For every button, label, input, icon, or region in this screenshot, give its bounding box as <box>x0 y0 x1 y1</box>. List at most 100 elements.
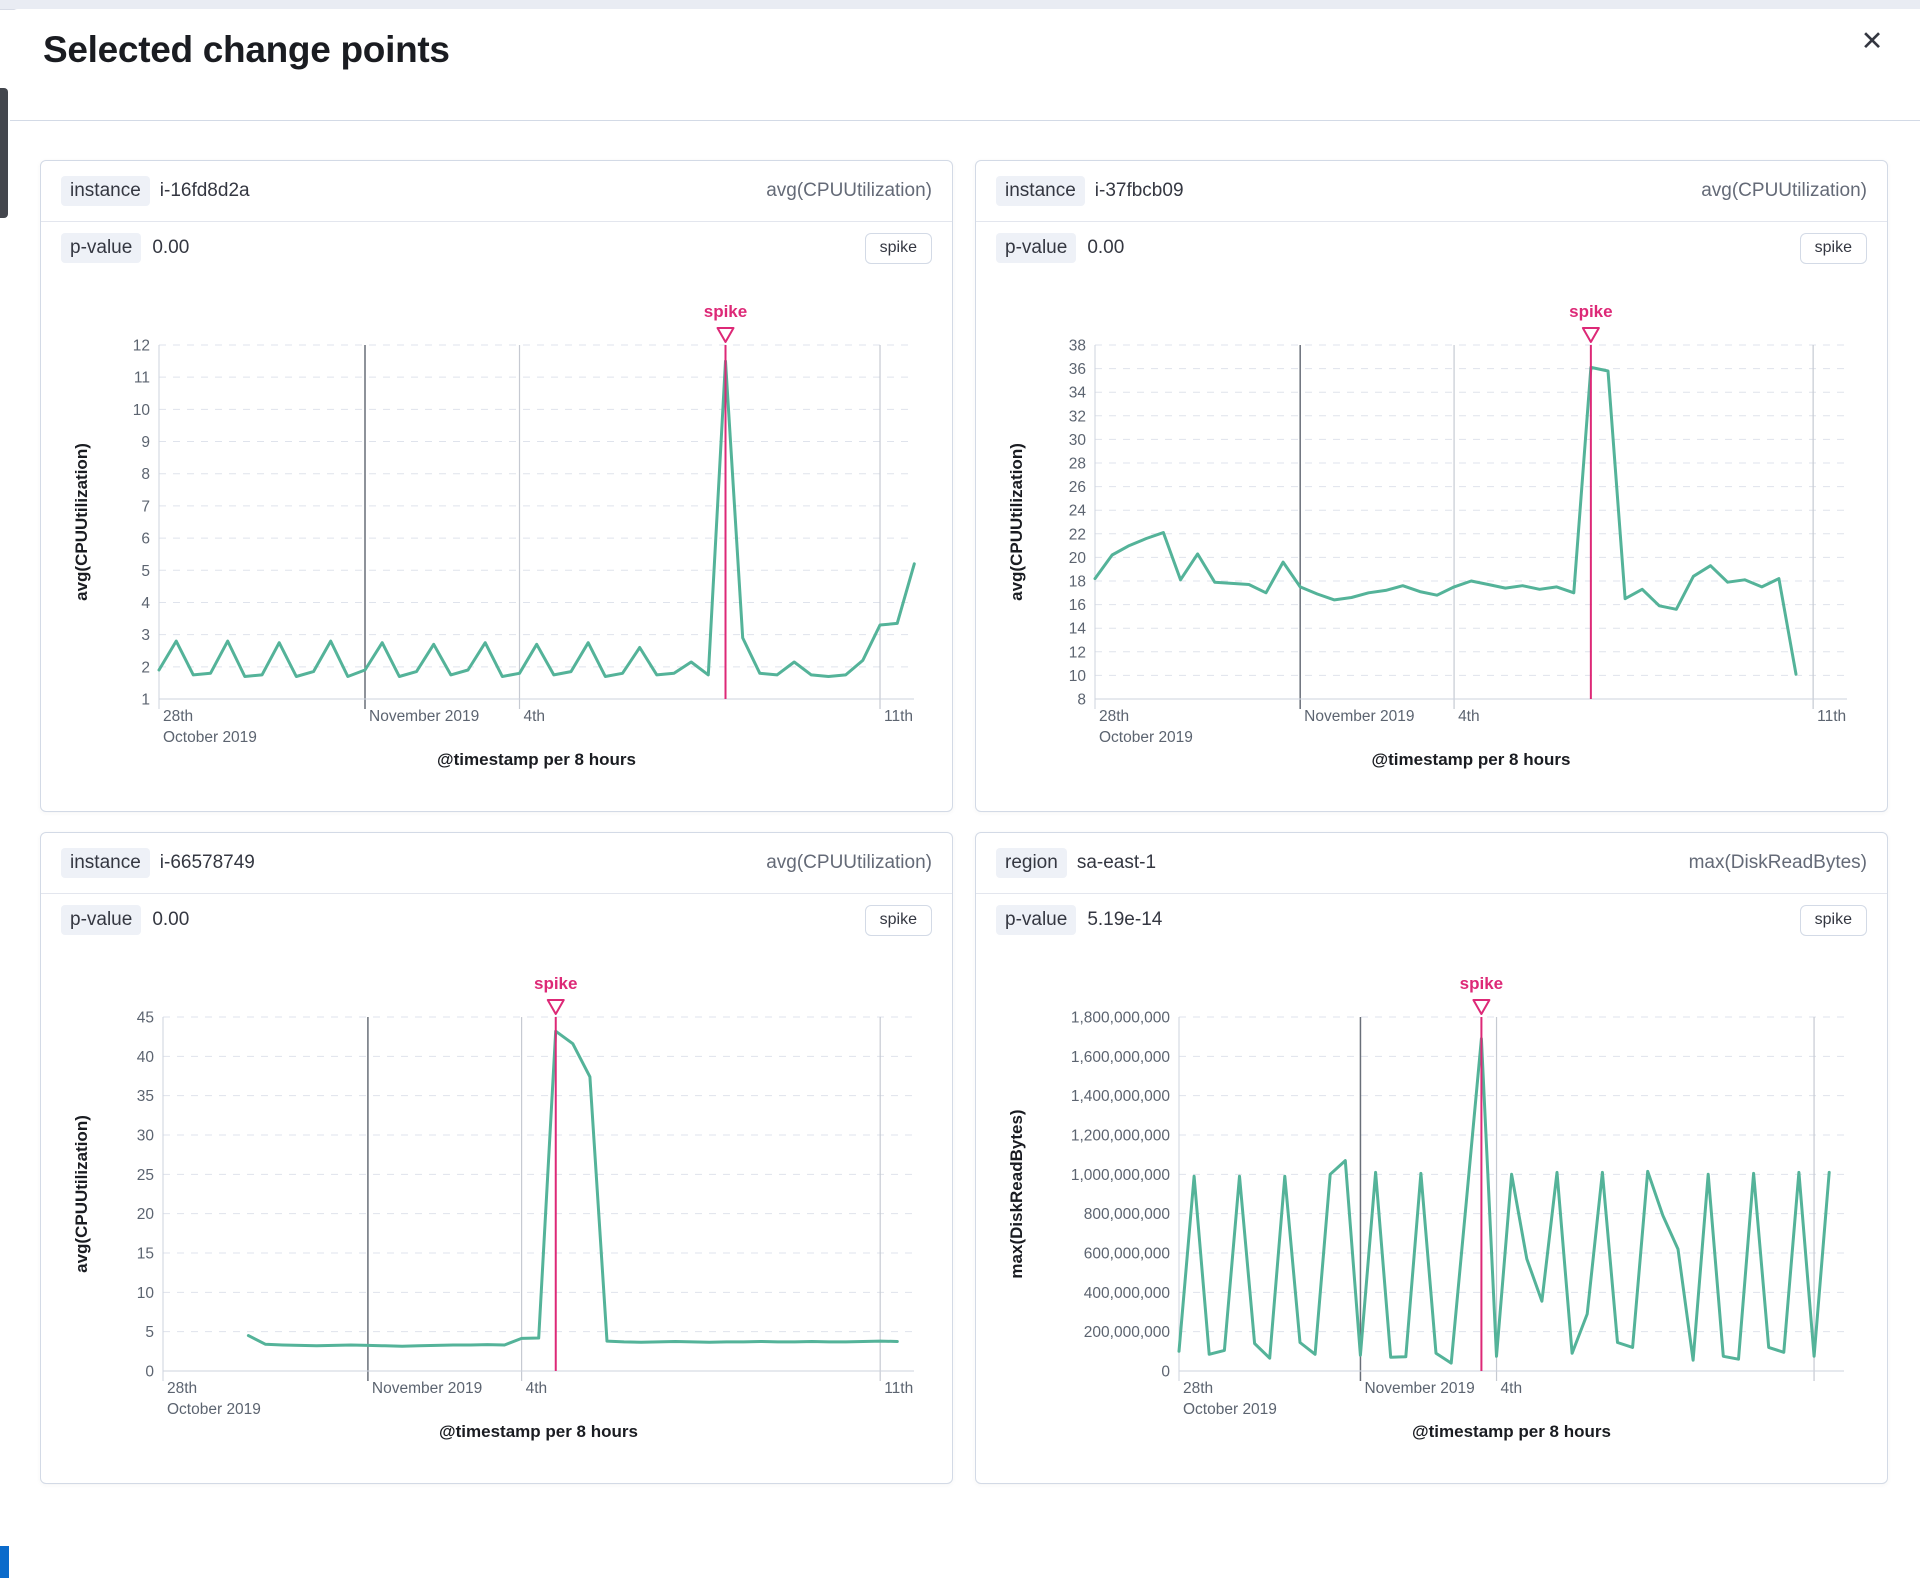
p-value: 0.00 <box>152 909 190 930</box>
p-value-badge: p-value <box>61 233 142 263</box>
annotation-label: spike <box>1569 302 1612 321</box>
y-tick-label: 5 <box>141 563 150 580</box>
metric-label: avg(CPUUtilization) <box>766 852 932 873</box>
y-tick-label: 26 <box>1069 479 1086 496</box>
card-header: region sa-east-1 max(DiskReadBytes) <box>976 833 1887 894</box>
x-tick-label: 28th <box>1183 1380 1213 1397</box>
x-tick-label: October 2019 <box>1099 729 1193 746</box>
y-tick-label: 11 <box>134 370 150 387</box>
background-page-left-edge <box>0 88 8 218</box>
y-axis-title: avg(CPUUtilization) <box>72 1115 91 1273</box>
change-type-button[interactable]: spike <box>1799 232 1867 264</box>
y-tick-label: 40 <box>137 1049 155 1066</box>
annotation-marker-icon <box>1472 999 1491 1015</box>
field-value: i-37fbcb09 <box>1094 180 1184 201</box>
y-tick-label: 9 <box>141 434 150 451</box>
metric-label: avg(CPUUtilization) <box>766 180 932 201</box>
y-tick-label: 24 <box>1069 503 1087 520</box>
y-tick-label: 2 <box>141 659 150 676</box>
x-tick-label: 4th <box>524 708 546 725</box>
y-tick-label: 34 <box>1069 385 1087 402</box>
x-axis-title: @timestamp per 8 hours <box>437 750 636 769</box>
change-point-card: region sa-east-1 max(DiskReadBytes) p-va… <box>975 832 1888 1484</box>
x-tick-label: November 2019 <box>372 1380 482 1397</box>
x-tick-label: November 2019 <box>1364 1380 1474 1397</box>
field-name-badge: instance <box>996 176 1085 206</box>
p-value-row: p-value 0.00 spike <box>976 222 1887 274</box>
series-line <box>1177 1037 1831 1365</box>
y-tick-label: 1,800,000,000 <box>1071 1010 1171 1027</box>
y-tick-label: 30 <box>1069 432 1087 449</box>
x-tick-label: October 2019 <box>167 1401 261 1418</box>
x-axis-title: @timestamp per 8 hours <box>1372 750 1571 769</box>
change-type-button[interactable]: spike <box>864 232 932 264</box>
x-tick-label: 28th <box>167 1380 197 1397</box>
annotation-marker-icon <box>1581 327 1600 343</box>
y-tick-label: 3 <box>141 627 150 644</box>
annotation-label: spike <box>534 974 577 993</box>
p-value-row: p-value 0.00 spike <box>41 222 952 274</box>
p-value-row: p-value 0.00 spike <box>41 894 952 946</box>
close-icon[interactable]: ✕ <box>1850 19 1894 63</box>
y-tick-label: 600,000,000 <box>1084 1246 1171 1263</box>
y-tick-label: 1 <box>141 692 150 709</box>
card-header: instance i-37fbcb09 avg(CPUUtilization) <box>976 161 1887 222</box>
field-name-badge: region <box>996 848 1067 878</box>
field-value: i-66578749 <box>159 852 255 873</box>
y-tick-label: 5 <box>145 1324 154 1341</box>
field-name-badge: instance <box>61 848 150 878</box>
card-header: instance i-66578749 avg(CPUUtilization) <box>41 833 952 894</box>
y-tick-label: 12 <box>133 338 150 355</box>
series-line <box>1093 365 1798 676</box>
y-tick-label: 800,000,000 <box>1084 1206 1171 1223</box>
x-tick-label: October 2019 <box>1183 1401 1277 1418</box>
y-tick-label: 8 <box>1077 692 1086 709</box>
series-line <box>157 359 916 678</box>
y-tick-label: 25 <box>137 1167 154 1184</box>
y-tick-label: 0 <box>1161 1364 1170 1381</box>
y-axis-title: avg(CPUUtilization) <box>1007 443 1026 601</box>
x-tick-label: 4th <box>1458 708 1480 725</box>
y-tick-label: 38 <box>1069 338 1086 355</box>
y-tick-label: 10 <box>133 402 151 419</box>
y-tick-label: 20 <box>137 1206 155 1223</box>
y-tick-label: 32 <box>1069 408 1086 425</box>
y-tick-label: 16 <box>1069 597 1086 614</box>
x-tick-label: November 2019 <box>369 708 479 725</box>
annotation-label: spike <box>1460 974 1503 993</box>
p-value-row: p-value 5.19e-14 spike <box>976 894 1887 946</box>
x-tick-label: November 2019 <box>1304 708 1414 725</box>
y-tick-label: 28 <box>1069 456 1086 473</box>
y-tick-label: 6 <box>141 531 150 548</box>
change-point-card: instance i-66578749 avg(CPUUtilization) … <box>40 832 953 1484</box>
page-title: Selected change points <box>43 29 450 70</box>
background-page-corner <box>0 1546 9 1578</box>
p-value: 0.00 <box>1087 237 1125 258</box>
x-tick-label: October 2019 <box>163 729 257 746</box>
change-point-card: instance i-37fbcb09 avg(CPUUtilization) … <box>975 160 1888 812</box>
x-tick-label: 4th <box>1501 1380 1523 1397</box>
y-tick-label: 14 <box>1069 621 1087 638</box>
y-tick-label: 4 <box>141 595 150 612</box>
change-type-button[interactable]: spike <box>1799 904 1867 936</box>
y-tick-label: 10 <box>137 1285 155 1302</box>
y-axis-title: avg(CPUUtilization) <box>72 443 91 601</box>
change-point-card: instance i-16fd8d2a avg(CPUUtilization) … <box>40 160 953 812</box>
p-value: 5.19e-14 <box>1087 909 1163 930</box>
x-tick-label: 11th <box>1817 708 1846 725</box>
x-tick-label: 11th <box>884 708 913 725</box>
metric-label: max(DiskReadBytes) <box>1688 852 1867 873</box>
y-tick-label: 0 <box>145 1364 154 1381</box>
y-tick-label: 35 <box>137 1088 154 1105</box>
series-line <box>246 1029 899 1348</box>
y-tick-label: 45 <box>137 1010 154 1027</box>
x-tick-label: 11th <box>884 1380 913 1397</box>
y-axis-title: max(DiskReadBytes) <box>1007 1109 1026 1278</box>
change-type-button[interactable]: spike <box>864 904 932 936</box>
annotation-marker-icon <box>716 327 735 343</box>
p-value-badge: p-value <box>996 905 1077 935</box>
annotation-label: spike <box>704 302 747 321</box>
y-tick-label: 22 <box>1069 526 1086 543</box>
metric-label: avg(CPUUtilization) <box>1701 180 1867 201</box>
x-tick-label: 28th <box>1099 708 1129 725</box>
